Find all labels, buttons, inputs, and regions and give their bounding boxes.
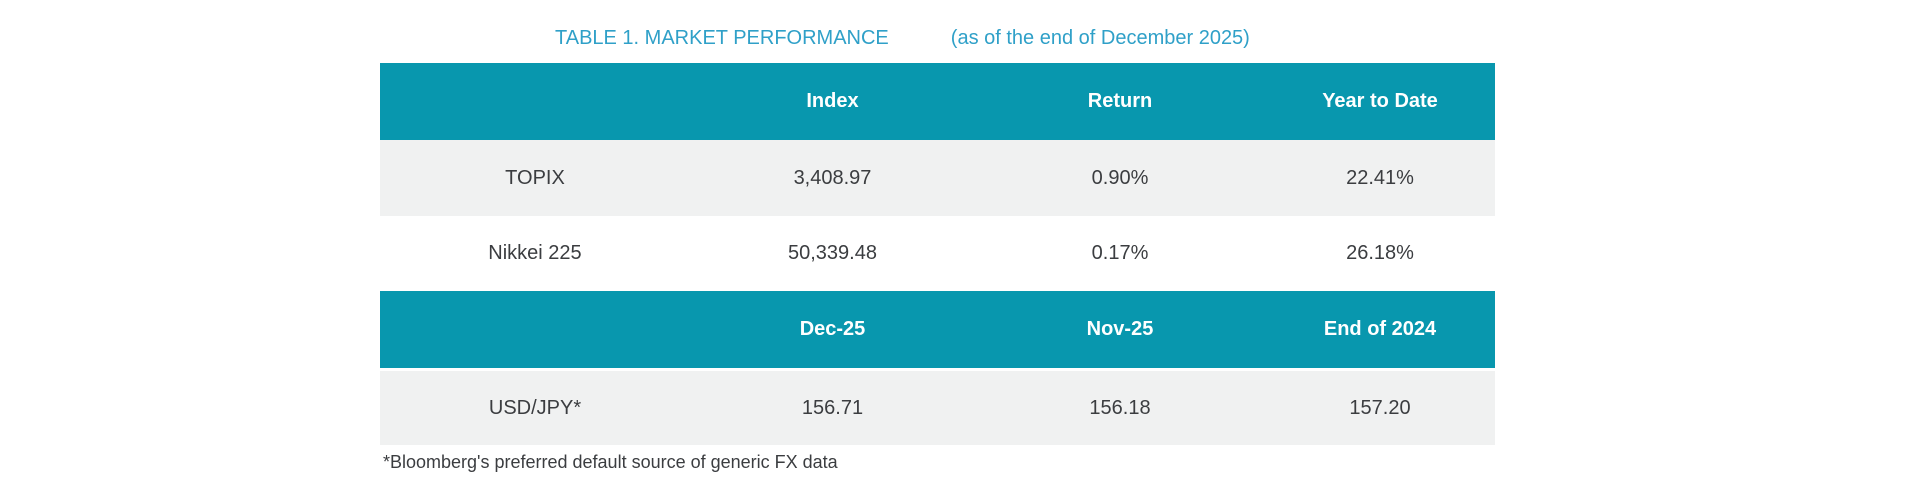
index-header-return: Return (1087, 90, 1153, 112)
row-gap (380, 368, 1495, 371)
nikkei-ytd-value: 26.18% (1346, 242, 1414, 264)
table-row-topix: TOPIX 3,408.97 0.90% 22.41% (380, 140, 1495, 216)
table-title: TABLE 1. MARKET PERFORMANCE (as of the en… (555, 26, 1495, 50)
usdjpy-label: USD/JPY* (488, 396, 582, 419)
topix-index-value: 3,408.97 (793, 166, 872, 189)
table-row-nikkei: Nikkei 225 50,339.48 0.17% 26.18% (380, 216, 1495, 291)
usdjpy-nov25-value: 156.18 (1089, 396, 1151, 419)
table-title-date-note: (as of the end of December 2025) (950, 27, 1250, 49)
fx-header-dec25: Dec-25 (799, 318, 866, 340)
index-header-ytd: Year to Date (1322, 90, 1438, 112)
bloomberg-footnote: *Bloomberg's preferred default source of… (383, 452, 838, 472)
fx-header-end2024: End of 2024 (1323, 318, 1437, 340)
market-performance-table: Index Return Year to Date TOPIX 3,408.97… (380, 63, 1495, 473)
topix-return-value: 0.90% (1091, 166, 1149, 189)
table-title-text: TABLE 1. MARKET PERFORMANCE (555, 27, 889, 49)
topix-label: TOPIX (505, 166, 565, 189)
index-table-header-row: Index Return Year to Date (380, 63, 1495, 140)
index-header-index: Index (806, 90, 859, 112)
nikkei-index-value: 50,339.48 (788, 242, 877, 264)
table-row-usdjpy: USD/JPY* 156.71 156.18 157.20 (380, 371, 1495, 445)
nikkei-return-value: 0.17% (1091, 242, 1149, 264)
usdjpy-end2024-value: 157.20 (1349, 396, 1411, 419)
usdjpy-dec25-value: 156.71 (801, 396, 864, 419)
fx-table-header-row: Dec-25 Nov-25 End of 2024 (380, 291, 1495, 368)
fx-header-nov25: Nov-25 (1086, 318, 1154, 340)
topix-ytd-value: 22.41% (1346, 166, 1414, 189)
nikkei-label: Nikkei 225 (488, 242, 582, 264)
